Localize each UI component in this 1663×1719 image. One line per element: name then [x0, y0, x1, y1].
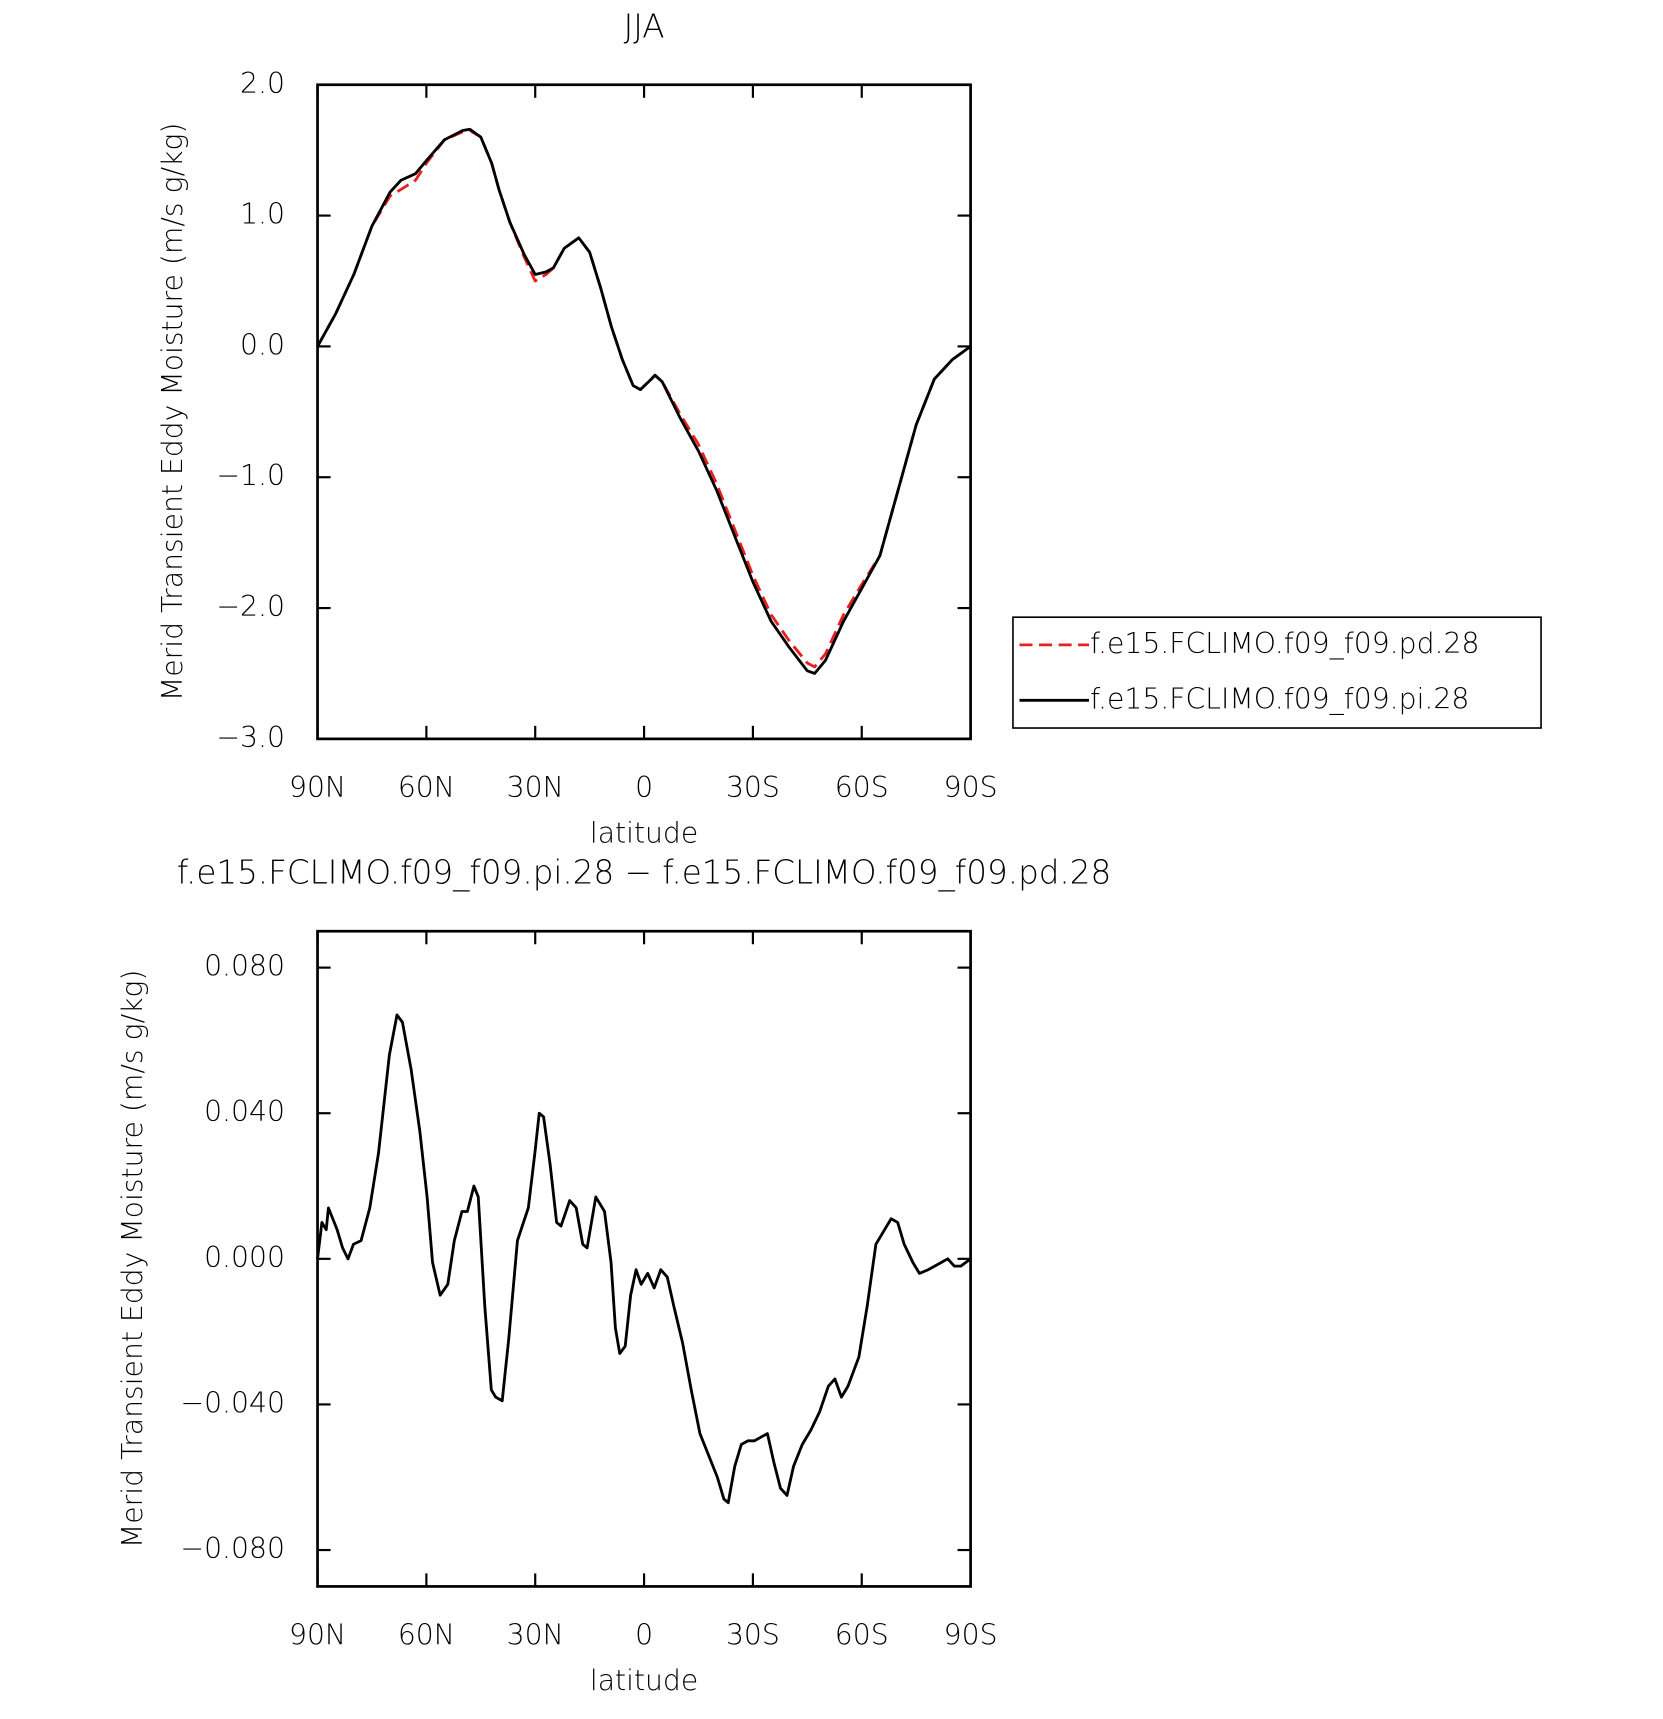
y-tick-label: 0.000: [204, 1241, 285, 1274]
x-tick-label: 90N: [289, 1618, 346, 1651]
x-tick-label: 60S: [835, 1618, 889, 1651]
y-tick-label: −0.040: [180, 1386, 285, 1419]
x-tick-label: 90S: [944, 771, 998, 804]
chart-title: JJA: [624, 7, 665, 45]
y-tick-label: −3.0: [216, 721, 285, 754]
data-line: [316, 1013, 972, 1505]
x-tick-label: 30N: [507, 771, 564, 804]
y-tick-label: 0.0: [240, 328, 285, 361]
x-axis-label: latitude: [590, 1664, 698, 1697]
x-tick-label: 90S: [944, 1618, 998, 1651]
y-tick-label: −0.080: [180, 1532, 285, 1565]
x-tick-label: 60S: [835, 771, 889, 804]
y-tick-label: −1.0: [216, 459, 285, 492]
x-tick-label: 90N: [289, 771, 346, 804]
x-tick-label: 30S: [726, 1618, 780, 1651]
x-tick-label: 0: [635, 771, 653, 804]
y-tick-label: 2.0: [240, 67, 285, 100]
legend-label: f.e15.FCLIMO.f09_f09.pd.28: [1090, 627, 1479, 661]
legend-label: f.e15.FCLIMO.f09_f09.pi.28: [1090, 682, 1469, 716]
x-tick-label: 60N: [398, 771, 455, 804]
plot-frame: [316, 83, 972, 741]
plot-frame: [316, 929, 972, 1588]
y-tick-label: 1.0: [240, 198, 285, 231]
chart-title: f.e15.FCLIMO.f09_f09.pi.28 − f.e15.FCLIM…: [177, 854, 1111, 892]
x-tick-label: 30S: [726, 771, 780, 804]
data-line: [316, 129, 972, 669]
x-tick-label: 0: [635, 1618, 653, 1651]
y-tick-label: 0.080: [204, 950, 285, 983]
x-axis-label: latitude: [590, 817, 698, 850]
y-tick-label: −2.0: [216, 590, 285, 623]
y-axis-label: Merid Transient Eddy Moisture (m/s g/kg): [156, 123, 189, 702]
y-axis-label: Merid Transient Eddy Moisture (m/s g/kg): [116, 970, 149, 1549]
y-tick-label: 0.040: [204, 1095, 285, 1128]
data-line: [316, 127, 972, 675]
legend-box: [1012, 616, 1542, 729]
x-tick-label: 60N: [398, 1618, 455, 1651]
x-tick-label: 30N: [507, 1618, 564, 1651]
